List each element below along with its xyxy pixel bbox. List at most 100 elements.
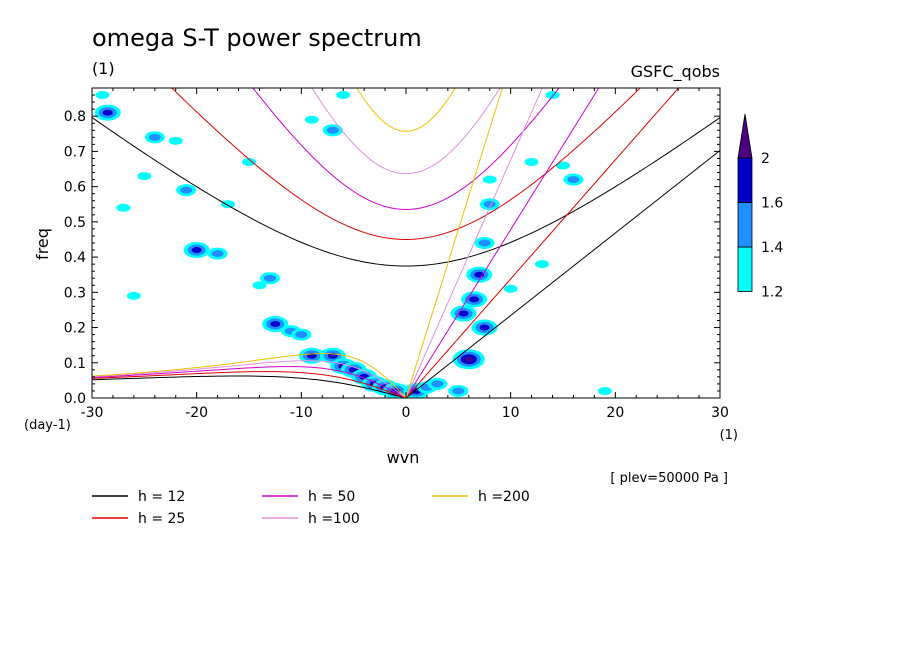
power-patch <box>448 384 469 397</box>
dispersion-curve-h200 <box>92 88 503 398</box>
power-contour <box>148 133 161 141</box>
power-contour <box>336 91 351 100</box>
power-patch <box>545 91 560 100</box>
y-tick-label: 0.4 <box>64 250 86 266</box>
chart-subtitle: (1) <box>92 59 115 78</box>
power-contour <box>252 281 267 290</box>
power-contour <box>469 296 480 303</box>
power-contour <box>126 291 141 300</box>
power-patch <box>336 91 351 100</box>
y-axis: 0.0 0.1 0.2 0.3 0.4 0.5 0.6 0.7 0.8 <box>64 94 720 407</box>
power-contour <box>535 260 550 269</box>
inertia-gravity-curve <box>92 117 720 267</box>
power-contour <box>137 172 152 181</box>
y-tick-label: 0.8 <box>64 109 86 125</box>
power-contour <box>479 324 490 331</box>
kelvin-wave-curve <box>405 88 503 398</box>
legend: h = 12 h = 25 h = 50 h =100 h =200 <box>92 489 530 527</box>
colorbar-arrow <box>737 113 753 159</box>
power-contour <box>295 331 308 339</box>
power-contour <box>478 239 491 247</box>
power-patch <box>94 104 121 121</box>
kelvin-wave-curve <box>405 88 680 398</box>
power-contour <box>545 91 560 100</box>
power-patch <box>563 173 584 186</box>
power-contour <box>304 115 319 124</box>
power-contour <box>191 247 202 254</box>
chart-title: omega S-T power spectrum <box>92 24 422 52</box>
rossby-wave-curve <box>92 360 407 398</box>
inertia-gravity-curve <box>356 88 456 132</box>
legend-item: h = 50 <box>262 489 355 505</box>
y-tick-label: 0.6 <box>64 180 86 196</box>
x-tick-label: 30 <box>711 405 729 421</box>
rossby-wave-curve <box>92 371 407 398</box>
y-tick-label: 0.1 <box>64 356 86 372</box>
power-contour <box>242 157 256 166</box>
power-contour <box>465 356 473 362</box>
dispersion-curve-h12 <box>92 117 720 398</box>
power-contour <box>524 157 539 166</box>
y-tick-label: 0.2 <box>64 321 86 337</box>
power-contour <box>116 203 131 212</box>
power-patch <box>183 242 210 259</box>
plev-annotation: [ plev=50000 Pa ] <box>610 471 728 486</box>
y-tick-label: 0.5 <box>64 215 86 231</box>
power-contour <box>180 186 193 194</box>
power-patch <box>262 316 289 333</box>
power-patch <box>242 157 256 166</box>
legend-item: h =200 <box>432 489 530 505</box>
power-patch <box>461 291 488 308</box>
legend-label: h =200 <box>478 489 530 505</box>
power-contour <box>221 200 236 209</box>
colorbar: 1.2 1.4 1.6 2 <box>737 113 783 301</box>
x-axis: -30 -20 -10 0 10 20 30 <box>81 88 729 421</box>
kelvin-wave-curve <box>405 150 720 398</box>
power-patch <box>452 349 485 370</box>
colorbar-label: 1.2 <box>761 285 783 301</box>
power-patch <box>471 319 498 336</box>
plot-frame <box>91 87 721 399</box>
x-tick-label: 20 <box>606 405 624 421</box>
legend-label: h = 50 <box>308 489 355 505</box>
y-tick-label: 0.7 <box>64 144 86 160</box>
power-patch <box>168 136 183 145</box>
power-contour <box>503 284 518 293</box>
x-unit-label: (1) <box>720 428 738 443</box>
power-patch <box>482 175 497 184</box>
power-patch <box>304 115 319 124</box>
legend-item: h = 12 <box>92 489 185 505</box>
power-patch <box>466 266 493 283</box>
power-patch <box>116 203 131 212</box>
power-contour <box>168 136 183 145</box>
power-contour <box>482 175 497 184</box>
x-tick-label: 10 <box>502 405 520 421</box>
y-axis-label: freq <box>33 228 52 260</box>
power-patch <box>144 131 165 144</box>
power-contour <box>431 380 444 388</box>
power-patch <box>597 386 612 395</box>
power-patch <box>252 281 267 290</box>
kelvin-wave-curve <box>405 88 543 398</box>
inertia-gravity-curve <box>311 88 501 175</box>
x-tick-label: -10 <box>290 405 313 421</box>
power-contour <box>452 387 465 395</box>
power-patches <box>94 91 612 398</box>
power-patch <box>259 272 280 285</box>
legend-label: h =100 <box>308 511 360 527</box>
legend-label: h = 12 <box>138 489 185 505</box>
colorbar-segment <box>737 246 753 292</box>
y-tick-label: 0.0 <box>64 391 86 407</box>
colorbar-segment <box>737 202 753 248</box>
rossby-wave-curve <box>92 366 407 398</box>
inertia-gravity-curve <box>171 88 641 240</box>
power-patch <box>427 377 448 390</box>
y-unit-label: (day-1) <box>24 418 71 433</box>
power-contour <box>102 109 113 116</box>
power-patch <box>322 124 343 137</box>
power-patch <box>126 291 141 300</box>
power-patch <box>474 237 495 249</box>
power-patch <box>221 200 236 209</box>
power-patch <box>479 198 500 211</box>
